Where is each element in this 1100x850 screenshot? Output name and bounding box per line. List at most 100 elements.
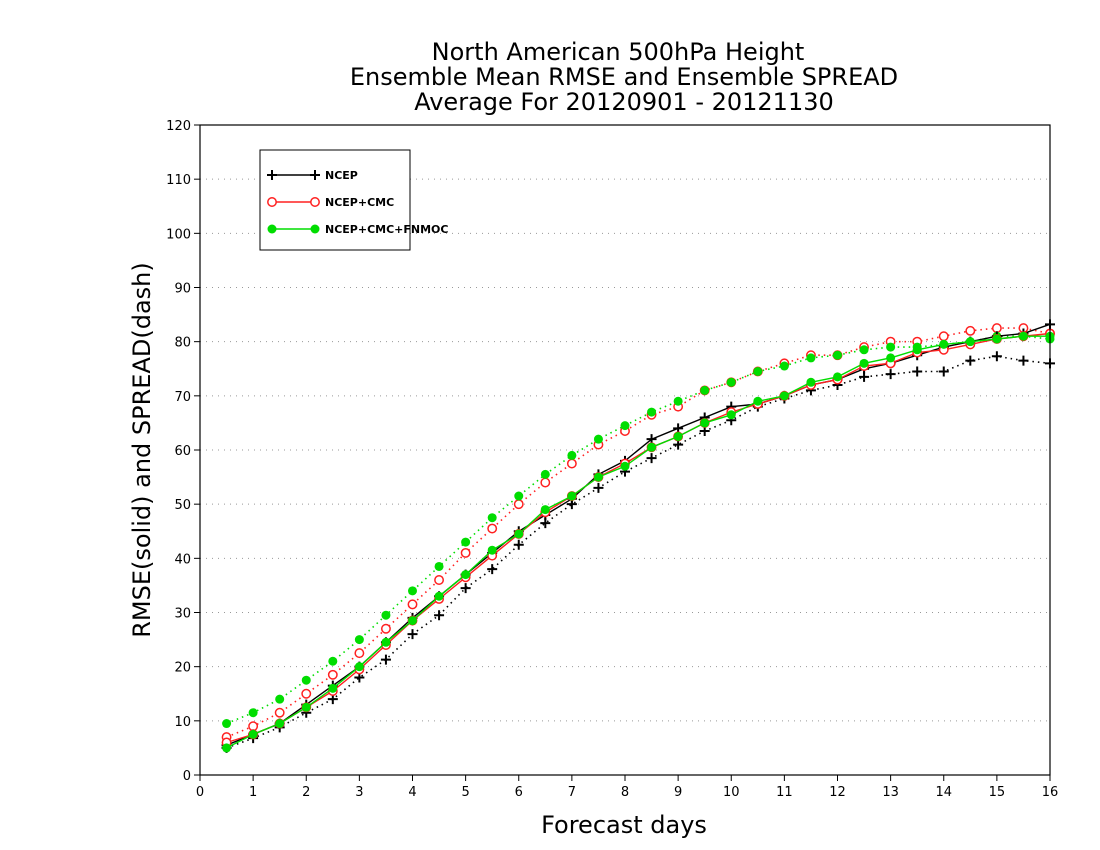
chart-title-line-1: North American 500hPa Height xyxy=(432,38,805,66)
ncep-cmc-spread-point xyxy=(991,323,1002,334)
ncep-cmc-spread-point xyxy=(938,331,949,342)
ncep-cmc-fnmoc-rmse-point xyxy=(992,334,1002,344)
ncep-spread-point xyxy=(593,482,604,493)
ncep-cmc-fnmoc-spread-point xyxy=(673,396,683,406)
ncep-cmc-spread-point xyxy=(460,547,471,558)
legend-label: NCEP+CMC+FNMOC xyxy=(325,223,448,236)
ncep-cmc-spread-point xyxy=(248,721,259,732)
y-tick-label: 100 xyxy=(166,227,191,242)
ncep-cmc-fnmoc-rmse-point xyxy=(248,729,258,739)
y-tick-label: 40 xyxy=(174,552,191,567)
x-tick-label: 1 xyxy=(249,785,257,800)
x-tick-label: 9 xyxy=(674,785,682,800)
ncep-cmc-fnmoc-spread-line xyxy=(226,335,1051,725)
ncep-cmc-spread-point xyxy=(513,499,524,510)
ncep-cmc-fnmoc-spread-point xyxy=(593,434,603,444)
ncep-cmc-fnmoc-spread-point xyxy=(328,656,338,666)
y-tick-label: 70 xyxy=(174,390,191,405)
ncep-cmc-fnmoc-rmse-point xyxy=(912,345,922,355)
ncep-cmc-fnmoc-spread-point xyxy=(222,719,232,729)
ncep-cmc-fnmoc-spread-point xyxy=(434,561,444,571)
ncep-spread-point xyxy=(646,453,657,464)
ncep-cmc-fnmoc-spread-point xyxy=(886,342,896,352)
legend-item-ncep-cmc-fnmoc: NCEP+CMC+FNMOC xyxy=(267,223,448,236)
ncep-cmc-fnmoc-rmse-point xyxy=(514,529,524,539)
y-tick-label: 110 xyxy=(166,173,191,188)
ncep-cmc-fnmoc-spread-point xyxy=(248,708,258,718)
ncep-spread-point xyxy=(938,366,949,377)
ncep-cmc-rmse-line xyxy=(226,332,1051,744)
ncep-spread-point xyxy=(434,610,445,621)
ncep-cmc-spread-point xyxy=(301,688,312,699)
ncep-cmc-spread-point xyxy=(327,669,338,680)
ncep-spread-point xyxy=(513,539,524,550)
legend-marker xyxy=(310,197,320,207)
ncep-cmc-fnmoc-spread-point xyxy=(726,377,736,387)
x-tick-label: 6 xyxy=(515,785,523,800)
series-ncep-cmc-rmse xyxy=(221,328,1055,748)
ncep-cmc-fnmoc-spread-point xyxy=(408,586,417,596)
ncep-cmc-fnmoc-spread-point xyxy=(514,491,524,501)
ncep-cmc-fnmoc-rmse-point xyxy=(673,431,683,441)
ncep-cmc-fnmoc-rmse-point xyxy=(408,616,417,626)
chart-title-line-3: Average For 20120901 - 20121130 xyxy=(414,88,834,116)
ncep-cmc-fnmoc-spread-point xyxy=(461,537,471,547)
ncep-cmc-fnmoc-rmse-line xyxy=(226,335,1050,749)
ncep-cmc-fnmoc-rmse-point xyxy=(833,372,842,382)
ncep-cmc-fnmoc-rmse-point xyxy=(726,410,736,420)
ncep-cmc-spread-point xyxy=(434,575,445,585)
ncep-cmc-fnmoc-spread-point xyxy=(753,366,763,376)
ncep-cmc-fnmoc-rmse-point xyxy=(301,702,311,712)
ncep-cmc-fnmoc-rmse-point xyxy=(886,353,896,363)
series-layer xyxy=(221,319,1055,753)
x-tick-label: 2 xyxy=(302,785,310,800)
ncep-cmc-fnmoc-rmse-point xyxy=(939,339,949,349)
ncep-cmc-spread-point xyxy=(540,477,551,488)
ncep-cmc-fnmoc-spread-point xyxy=(275,694,285,704)
legend-marker xyxy=(267,197,277,207)
ncep-cmc-spread-point xyxy=(274,707,285,718)
x-tick-label: 10 xyxy=(723,785,740,800)
ncep-spread-point xyxy=(991,351,1002,362)
x-tick-label: 7 xyxy=(568,785,576,800)
y-tick-label: 90 xyxy=(174,282,191,297)
chart-title-line-2: Ensemble Mean RMSE and Ensemble SPREAD xyxy=(350,63,898,91)
ncep-cmc-fnmoc-rmse-point xyxy=(354,662,364,672)
y-tick-label: 20 xyxy=(174,661,191,676)
y-tick-label: 60 xyxy=(174,444,191,459)
ncep-cmc-fnmoc-spread-point xyxy=(779,361,789,371)
legend-marker xyxy=(267,224,277,234)
ncep-cmc-fnmoc-rmse-point xyxy=(275,719,285,729)
ncep-cmc-fnmoc-spread-point xyxy=(806,353,816,363)
legend-item-ncep: NCEP xyxy=(267,169,358,182)
y-tick-label: 80 xyxy=(174,336,191,351)
gridlines xyxy=(200,178,1050,722)
x-tick-label: 16 xyxy=(1042,785,1059,800)
ncep-cmc-fnmoc-spread-point xyxy=(700,385,710,395)
series-ncep-cmc-fnmoc-rmse xyxy=(222,331,1055,753)
ncep-spread-point xyxy=(912,366,923,377)
ncep-cmc-fnmoc-spread-point xyxy=(647,407,657,417)
ncep-spread-point xyxy=(1018,355,1029,366)
legend-item-ncep-cmc: NCEP+CMC xyxy=(267,196,394,209)
ncep-cmc-fnmoc-rmse-point xyxy=(700,418,710,428)
series-ncep-spread xyxy=(221,351,1055,753)
legend-marker xyxy=(267,170,277,180)
ncep-spread-point xyxy=(380,654,391,665)
ncep-spread-point xyxy=(965,355,976,366)
ncep-cmc-fnmoc-rmse-point xyxy=(540,505,550,515)
ncep-cmc-spread-point xyxy=(354,648,365,659)
x-tick-label: 4 xyxy=(408,785,416,800)
x-tick-label: 0 xyxy=(196,785,204,800)
ncep-spread-line xyxy=(226,355,1051,749)
ncep-cmc-fnmoc-spread-point xyxy=(301,675,311,685)
y-tick-label: 30 xyxy=(174,607,191,622)
ncep-spread-point xyxy=(460,583,471,594)
y-tick-label: 120 xyxy=(166,119,191,134)
ncep-rmse-line xyxy=(226,323,1051,746)
ncep-cmc-fnmoc-spread-point xyxy=(833,350,842,360)
ncep-cmc-fnmoc-spread-point xyxy=(487,513,497,523)
ncep-cmc-fnmoc-rmse-point xyxy=(1018,331,1028,341)
